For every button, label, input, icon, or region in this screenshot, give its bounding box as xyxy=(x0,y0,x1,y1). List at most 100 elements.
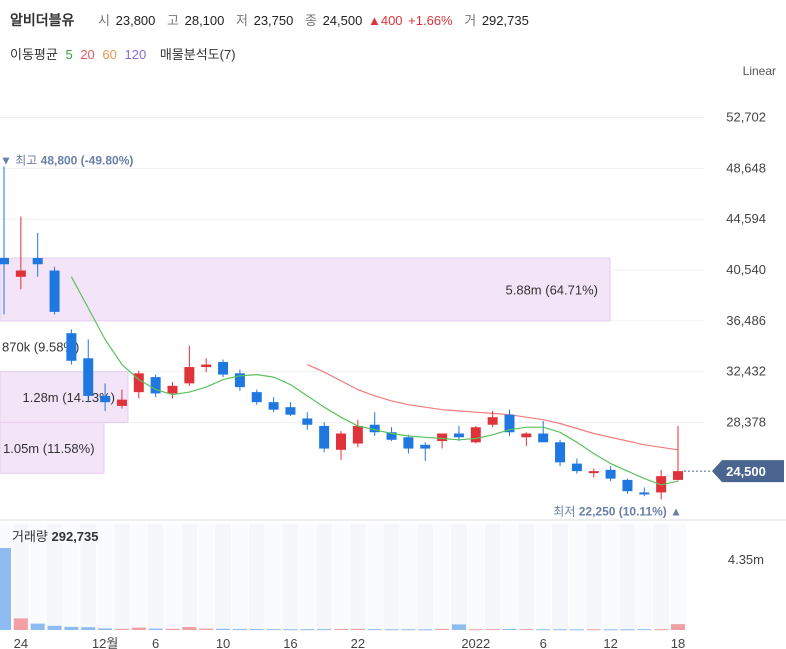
candle-body xyxy=(437,433,448,442)
volume-title: 거래량 292,735 xyxy=(12,529,99,544)
ma-period-60[interactable]: 60 xyxy=(102,47,117,62)
volume-bar xyxy=(553,629,568,631)
candle-body xyxy=(251,392,262,403)
candle-body xyxy=(605,469,616,479)
x-tick-label: 6 xyxy=(152,636,159,649)
current-price-tag xyxy=(712,460,784,483)
candle-body xyxy=(571,463,582,472)
volume-column-bg xyxy=(653,524,670,630)
y-tick-label: 52,702 xyxy=(726,110,766,125)
volume-bar xyxy=(317,629,332,631)
candle-body xyxy=(487,417,498,425)
volume-bar xyxy=(98,628,113,630)
volume-bar xyxy=(81,627,96,630)
y-tick-label: 40,540 xyxy=(726,262,766,277)
volume-profile-bar xyxy=(0,257,611,322)
volume-bar xyxy=(13,618,28,630)
ma-period-120[interactable]: 120 xyxy=(124,47,147,62)
low-label: 저 xyxy=(236,13,248,28)
volume-bar xyxy=(401,629,416,631)
open-label: 시 xyxy=(98,13,110,28)
candle-body xyxy=(167,385,178,394)
volume-bar xyxy=(435,628,450,630)
volume-bar xyxy=(249,629,264,630)
volume-column-bg xyxy=(113,524,130,630)
candle-body xyxy=(201,364,212,368)
volume-column-bg xyxy=(383,524,400,630)
moving-average-legend[interactable]: 이동평균 5 20 60 120 매물분석도(7) xyxy=(10,44,240,63)
y-tick-label: 48,648 xyxy=(726,160,766,175)
high-value: 28,100 xyxy=(184,13,225,28)
volume-column-bg xyxy=(97,524,114,630)
volume-column-bg xyxy=(231,524,248,630)
volume-bar xyxy=(266,629,281,631)
ma-period-20[interactable]: 20 xyxy=(80,47,95,62)
candle-body xyxy=(268,402,279,410)
volume-bar xyxy=(0,548,11,630)
candle-body xyxy=(588,471,599,474)
low-value: 23,750 xyxy=(253,13,294,28)
volume-column-bg xyxy=(552,524,569,630)
y-tick-label: 28,378 xyxy=(726,414,766,429)
volume-profile-label[interactable]: 매물분석도(7) xyxy=(159,47,236,62)
volume-bar xyxy=(216,628,231,630)
volume-column-bg xyxy=(602,524,619,630)
volume-column-bg xyxy=(198,524,215,630)
volume-bar xyxy=(468,629,483,631)
close-value: 24,500 xyxy=(322,13,363,28)
volume-bar xyxy=(485,629,500,631)
volume-column-bg xyxy=(164,524,181,630)
volume-bar xyxy=(283,629,298,631)
volume-column-bg xyxy=(333,524,349,630)
close-label: 종 xyxy=(304,13,317,28)
y-tick-label: 36,486 xyxy=(726,313,766,328)
volume-bar xyxy=(114,628,129,630)
open-value: 23,800 xyxy=(115,13,156,28)
ma-period-5[interactable]: 5 xyxy=(65,47,73,62)
volume-column-bg xyxy=(12,524,29,630)
candle-body xyxy=(32,257,43,265)
x-tick-label: 22 xyxy=(351,636,365,649)
scale-toggle[interactable]: Linear xyxy=(742,64,776,78)
volume-column-bg xyxy=(147,524,164,630)
candle-body xyxy=(470,427,481,443)
x-tick-label: 24 xyxy=(14,636,28,649)
y-tick-label: 32,432 xyxy=(726,364,766,379)
volume-column-bg xyxy=(299,524,316,630)
candle-body xyxy=(403,437,414,449)
volume-bar xyxy=(350,628,365,630)
stock-header: 알비더블유 시 23,800 고 28,100 저 23,750 종 24,50… xyxy=(10,10,531,32)
volume-bar xyxy=(536,629,551,631)
volume-column-bg xyxy=(130,524,147,630)
volume-bar xyxy=(620,629,635,631)
volume-bar xyxy=(165,628,180,630)
volume-bar xyxy=(232,628,247,630)
candle-body xyxy=(234,373,245,388)
candle-body xyxy=(555,442,566,463)
volume-column-bg xyxy=(484,524,501,630)
candle-body xyxy=(622,479,633,492)
volume-column-bg xyxy=(670,524,686,630)
x-tick-label: 18 xyxy=(671,636,685,649)
candle-body xyxy=(521,433,532,438)
volume-column-bg xyxy=(29,524,46,630)
candle-body xyxy=(100,395,111,403)
volume-axis-tick: 4.35m xyxy=(728,552,764,567)
high-label: 고 xyxy=(167,13,179,28)
volume-column-bg xyxy=(585,524,602,630)
candle-body xyxy=(285,407,296,415)
volume-column-bg xyxy=(450,524,467,630)
candle-body xyxy=(116,399,127,406)
volume-bar xyxy=(502,629,517,630)
x-tick-label: 10 xyxy=(216,636,230,649)
volume-bar xyxy=(300,629,315,631)
candle-body xyxy=(66,333,77,361)
current-price-label: 24,500 xyxy=(726,464,766,479)
volume-column-bg xyxy=(467,524,484,630)
candle-body xyxy=(538,433,549,443)
candle-body xyxy=(184,367,195,384)
volume-column-bg xyxy=(282,524,299,630)
x-tick-label: 12월 xyxy=(92,636,118,649)
volume-bar xyxy=(418,629,433,631)
